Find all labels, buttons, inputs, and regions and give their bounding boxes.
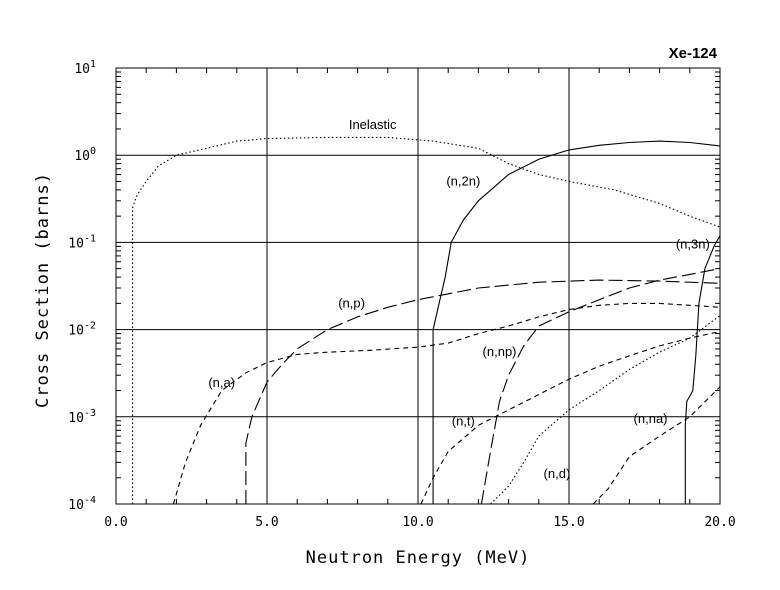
series-label-n-na: (n,na) [634, 411, 668, 426]
series-line-n-3n [684, 235, 721, 504]
series-label-inelastic: Inelastic [349, 117, 397, 132]
series-line-n-a [172, 302, 721, 505]
x-tick-label: 0.0 [104, 515, 127, 530]
x-tick-label: 5.0 [255, 515, 278, 530]
series-lines [132, 136, 721, 505]
x-tick-label: 15.0 [553, 515, 584, 530]
plot-frame [115, 67, 721, 505]
x-tick-label: 10.0 [402, 515, 433, 530]
series-label-n-np: (n,np) [483, 344, 517, 359]
series-label-n-2n: (n,2n) [446, 173, 480, 188]
y-tick-label: 10-3 [68, 408, 96, 426]
y-tick-label: 101 [74, 59, 96, 77]
series-label-n-3n: (n,3n) [676, 237, 710, 252]
series-label-n-p: (n,p) [338, 295, 365, 310]
series-line-n-d [490, 315, 721, 505]
y-axis-title: Cross Section (barns) [33, 172, 53, 408]
x-tick-label: 20.0 [704, 515, 735, 530]
series-line-n-p [245, 279, 721, 504]
y-tick-label: 10-2 [68, 321, 96, 339]
x-axis-title: Neutron Energy (MeV) [306, 548, 531, 568]
series-labels: Inelastic (n,2n) (n,3n) (n,p) (n,a) (n,np) (n,… [208, 117, 709, 481]
y-tick-label: 10-1 [68, 233, 96, 251]
series-label-n-d: (n,d) [544, 466, 571, 481]
series-line-inelastic [132, 136, 721, 504]
grid-lines [116, 68, 720, 504]
series-line-n-2n [432, 140, 721, 504]
series-line-n-np [480, 268, 721, 505]
chart-title: Xe-124 [669, 45, 718, 62]
series-line-n-na [592, 386, 721, 505]
tick-labels: 0.0 5.0 10.0 15.0 20.0 101 100 10-1 10-2 10-3 10-4 [68, 59, 735, 530]
y-tick-label: 10-4 [68, 495, 96, 513]
series-line-n-t [420, 330, 721, 505]
series-label-n-t: (n,t) [452, 413, 475, 428]
y-tick-label: 100 [74, 146, 96, 164]
series-label-n-a: (n,a) [208, 375, 235, 390]
